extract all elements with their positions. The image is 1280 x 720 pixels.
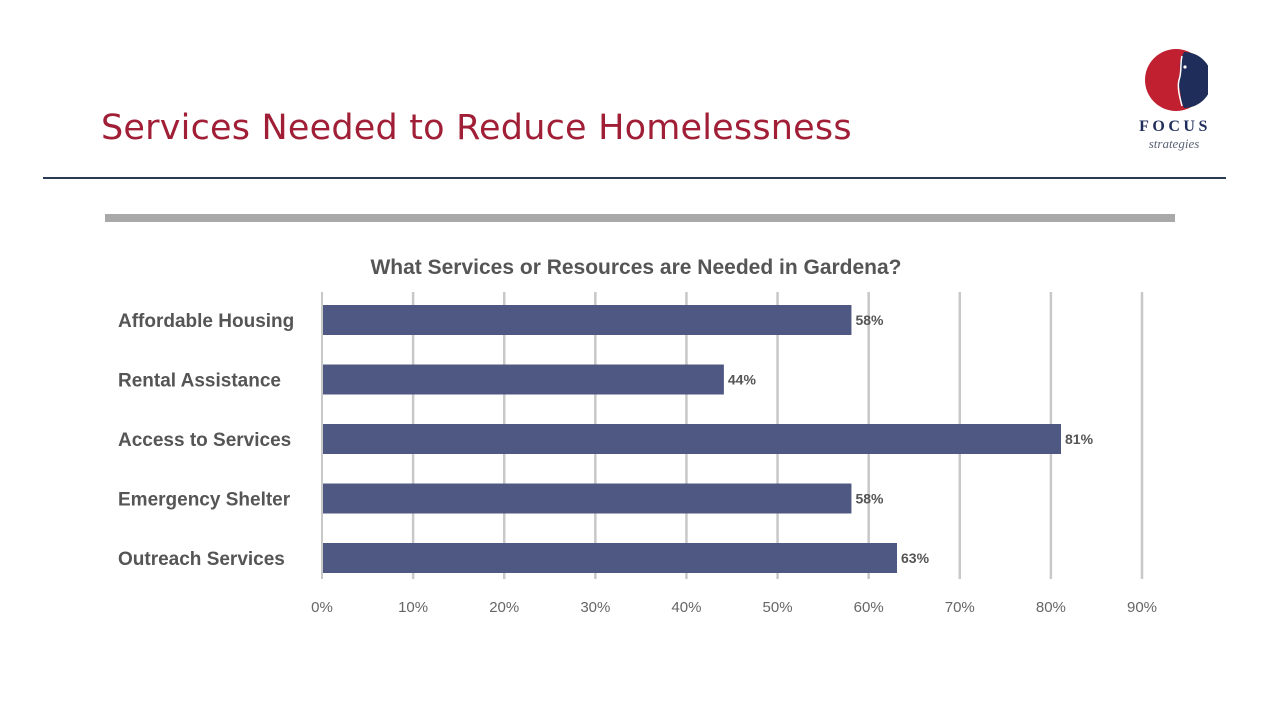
category-label: Access to Services xyxy=(118,430,291,451)
category-label: Rental Assistance xyxy=(118,371,281,392)
x-tick-label: 50% xyxy=(763,599,793,616)
x-tick-label: 40% xyxy=(671,599,701,616)
chart-bars xyxy=(323,305,1061,573)
x-tick-label: 0% xyxy=(311,599,333,616)
data-label: 44% xyxy=(728,372,757,388)
logo-mark-icon xyxy=(1145,49,1208,111)
data-label: 58% xyxy=(855,491,884,507)
data-label: 58% xyxy=(855,312,884,328)
data-label: 81% xyxy=(1065,431,1094,447)
focus-strategies-logo: FOCUS strategies xyxy=(1120,46,1230,156)
data-label: 63% xyxy=(901,550,930,566)
x-tick-label: 30% xyxy=(580,599,610,616)
x-tick-label: 10% xyxy=(398,599,428,616)
category-label: Outreach Services xyxy=(118,549,285,570)
bar xyxy=(323,483,852,514)
chart-labels: 0% 10% 20% 30% 40% 50% 60% 70% 80% 90% Affordable … xyxy=(118,311,1157,616)
bar-chart: What Services or Resources are Needed in… xyxy=(118,256,1157,616)
x-tick-label: 60% xyxy=(854,599,884,616)
category-label: Emergency Shelter xyxy=(118,490,291,511)
slide-title: Services Needed to Reduce Homelessness xyxy=(101,108,852,148)
chart-title: What Services or Resources are Needed in… xyxy=(370,256,901,279)
title-divider xyxy=(43,177,1226,179)
bar xyxy=(323,543,897,573)
bar xyxy=(323,364,724,395)
bar xyxy=(323,424,1061,454)
x-tick-label: 70% xyxy=(945,599,975,616)
x-tick-label: 90% xyxy=(1127,599,1157,616)
x-tick-label: 80% xyxy=(1036,599,1066,616)
x-tick-label: 20% xyxy=(489,599,519,616)
bar xyxy=(323,305,852,335)
logo-subtitle: strategies xyxy=(1148,136,1200,151)
logo-wordmark: FOCUS xyxy=(1139,118,1211,135)
chart-top-bar xyxy=(105,214,1175,222)
category-label: Affordable Housing xyxy=(118,311,294,332)
